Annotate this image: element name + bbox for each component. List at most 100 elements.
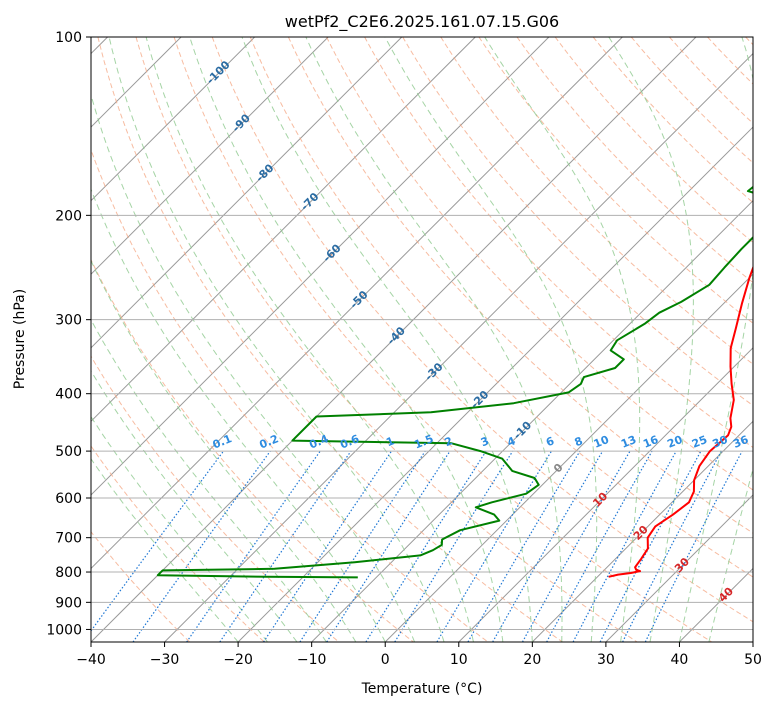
background-lines — [91, 37, 753, 642]
mixing-ratio-label: 30 — [711, 433, 730, 451]
dry-adiabat-line — [91, 531, 191, 642]
moist-adiabat-line — [484, 37, 641, 642]
moist-adiabat-line — [91, 188, 386, 642]
moist-adiabat-line — [708, 467, 753, 642]
isotherm-line — [91, 37, 623, 570]
moist-adiabat-line — [91, 369, 298, 642]
mixing-ratio-line — [644, 450, 743, 642]
mixing-ratio-line — [186, 450, 321, 642]
dry-adiabat-line — [516, 37, 753, 284]
plot-frame — [90, 36, 754, 643]
mixing-ratio-line — [263, 450, 393, 642]
isotherm-line — [91, 37, 403, 349]
y-tick-label: 400 — [55, 387, 82, 403]
mixing-ratio-label: 8 — [573, 434, 585, 449]
plot-background — [91, 37, 753, 642]
mixing-ratio-label: 3 — [479, 434, 491, 449]
dry-adiabat-line — [440, 37, 753, 365]
mixing-ratio-line — [572, 450, 677, 642]
y-axis-title: Pressure (hPa) — [12, 289, 28, 389]
mixing-ratio-label: 36 — [731, 433, 750, 451]
x-tick-label: 10 — [450, 652, 468, 668]
moist-adiabat-line — [91, 415, 268, 642]
dry-adiabat-line — [91, 445, 265, 642]
mixing-ratio-line — [219, 450, 352, 642]
dry-adiabat-line — [402, 37, 753, 407]
dry-adiabat-line — [97, 37, 563, 642]
chart-title: wetPf2_C2E6.2025.161.07.15.G06 — [285, 12, 559, 32]
mixing-ratio-label: 1 — [384, 434, 396, 449]
mixing-ratio-line — [132, 450, 271, 642]
moist-adiabat-line — [91, 259, 357, 642]
dry-adiabat-line — [211, 37, 753, 623]
mixing-ratio-label: 16 — [641, 433, 660, 451]
mixing-ratio-label: 2 — [443, 434, 455, 449]
mixing-ratio-line — [299, 450, 426, 642]
isotherm-line — [91, 37, 256, 202]
y-tick-label: 100 — [55, 30, 82, 46]
x-tick-label: 20 — [523, 652, 541, 668]
isotherm-line — [531, 420, 753, 642]
mixing-ratio-line — [365, 450, 487, 642]
isotherm-line — [91, 37, 476, 423]
axes: −40 −30 −20 −10 0 10 20 30 40 50 100 200 300 400 500 60… — [46, 30, 762, 668]
dry-adiabat-line — [478, 37, 753, 324]
y-tick-label: 900 — [55, 595, 82, 611]
y-tick-label: 700 — [55, 531, 82, 547]
x-tick-label: −40 — [76, 652, 106, 668]
mixing-ratio-line — [394, 450, 514, 642]
mixing-ratio-label: 13 — [619, 433, 638, 451]
x-tick-label: 30 — [597, 652, 615, 668]
moist-adiabat-line — [108, 37, 445, 642]
mixing-ratio-line — [622, 450, 722, 642]
y-tick-label: 300 — [55, 313, 82, 329]
x-tick-label: 40 — [671, 652, 689, 668]
moist-adiabat-line — [145, 37, 474, 642]
moist-adiabat-line — [91, 457, 239, 642]
x-tick-label: −20 — [223, 652, 253, 668]
dry-adiabat-line — [91, 258, 414, 642]
isotherm-line — [91, 37, 697, 642]
isotherm-line — [164, 52, 753, 642]
x-tick-label: 50 — [744, 652, 762, 668]
x-tick-label: −10 — [297, 652, 327, 668]
x-axis-title: Temperature (°C) — [361, 681, 483, 697]
isotherm-line — [458, 347, 753, 642]
x-tick-label: −30 — [150, 652, 180, 668]
y-tick-label: 200 — [55, 208, 82, 224]
mixing-ratio-line — [599, 450, 702, 642]
moist-adiabat-line — [91, 318, 327, 642]
mixing-ratio-line — [326, 450, 451, 642]
y-tick-label: 600 — [55, 491, 82, 507]
temperature-profile — [608, 265, 753, 578]
moist-adiabat-line — [305, 37, 563, 642]
moist-adiabat-line — [91, 93, 416, 642]
dry-adiabat-line — [364, 37, 753, 449]
moist-adiabat-line — [189, 37, 504, 642]
mixing-ratio-label: 10 — [592, 433, 611, 451]
y-tick-label: 1000 — [46, 622, 82, 638]
dry-adiabat-line — [135, 37, 638, 642]
mixing-ratio-label: 20 — [665, 433, 684, 451]
moist-adiabat-line — [608, 37, 694, 642]
moist-adiabat-line — [384, 37, 598, 642]
isotherm-line — [384, 273, 753, 642]
mixing-ratio-line — [521, 450, 631, 642]
dry-adiabat-line — [249, 37, 753, 578]
isotherm-line — [91, 37, 550, 496]
mixing-ratio-line — [91, 450, 224, 632]
pressure-grid — [91, 37, 753, 630]
dry-adiabat-line — [173, 37, 713, 642]
isotherm-line — [237, 126, 753, 642]
x-tick-label: 0 — [381, 652, 390, 668]
isotherm-line — [752, 641, 753, 642]
y-tick-label: 500 — [55, 444, 82, 460]
y-tick-label: 800 — [55, 565, 82, 581]
dry-adiabat-line — [91, 148, 489, 642]
mixing-ratio-line — [546, 450, 653, 642]
isotherm-line — [605, 494, 753, 642]
mixing-ratio-label: 25 — [690, 433, 709, 451]
isotherm-line — [91, 37, 329, 275]
moist-adiabat-line — [241, 37, 533, 642]
